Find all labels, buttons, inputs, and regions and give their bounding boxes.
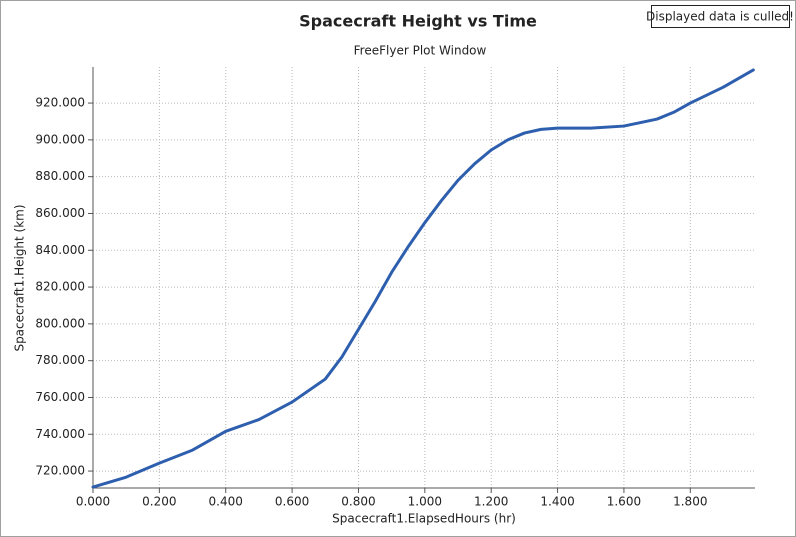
y-tick-label: 760.000 <box>35 390 85 404</box>
y-axis-label: Spacecraft1.Height (km) <box>13 204 27 351</box>
y-tick-label: 740.000 <box>35 427 85 441</box>
x-tick-label: 1.000 <box>408 495 442 509</box>
x-tick-label: 0.800 <box>341 495 375 509</box>
chart-subtitle: FreeFlyer Plot Window <box>354 44 487 58</box>
x-tick-label: 1.600 <box>607 495 641 509</box>
x-tick-label: 1.200 <box>474 495 508 509</box>
chart-title: Spacecraft Height vs Time <box>299 12 537 31</box>
y-tick-label: 880.000 <box>35 169 85 183</box>
y-tick-label: 820.000 <box>35 280 85 294</box>
y-tick-label: 920.000 <box>35 96 85 110</box>
data-line <box>91 68 755 489</box>
y-tick-label: 800.000 <box>35 316 85 330</box>
x-axis-label: Spacecraft1.ElapsedHours (hr) <box>332 512 516 526</box>
x-tick-label: 0.200 <box>142 495 176 509</box>
annotation: Displayed data is culled! <box>646 10 794 24</box>
x-tick-label: 1.800 <box>673 495 707 509</box>
y-tick-label: 780.000 <box>35 353 85 367</box>
x-tick-label: 0.400 <box>209 495 243 509</box>
y-tick-label: 840.000 <box>35 243 85 257</box>
x-tick-label: 0.000 <box>76 495 110 509</box>
annotation-box <box>651 5 790 28</box>
y-tick-label: 900.000 <box>35 132 85 146</box>
y-tick-label: 860.000 <box>35 206 85 220</box>
x-tick-label: 1.400 <box>540 495 574 509</box>
x-tick-label: 0.600 <box>275 495 309 509</box>
y-tick-label: 720.000 <box>35 464 85 478</box>
